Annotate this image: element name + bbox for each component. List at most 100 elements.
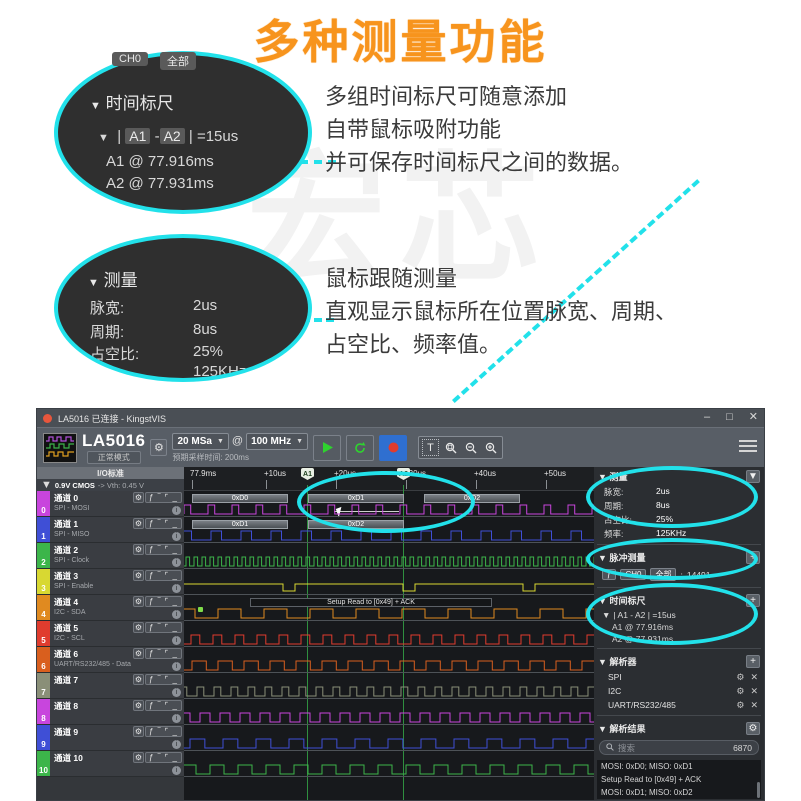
channel-info-icon[interactable]: i [172, 714, 181, 723]
zoom-out-icon[interactable] [462, 439, 479, 456]
stop-button[interactable] [379, 434, 408, 461]
maximize-button[interactable]: □ [726, 411, 733, 423]
pulse-scope-chip[interactable]: 全部 [650, 568, 677, 581]
channel-info-icon[interactable]: i [172, 766, 181, 775]
cursor-a1-chip[interactable]: A1 [125, 128, 151, 144]
decoder-item[interactable]: UART/RS232/485 ⚙ ✕ [594, 698, 764, 712]
channel-trigger-icons[interactable]: ƒ ‾ ⌜ _ [145, 648, 182, 659]
pulse-channel-chip[interactable]: CH0 [620, 569, 647, 580]
text-marker-icon[interactable]: T [422, 439, 440, 456]
callout-chip-all[interactable]: 全部 [160, 52, 196, 70]
cursor-a2-chip[interactable]: A2 [159, 128, 185, 144]
minimize-button[interactable]: – [704, 411, 711, 423]
results-list[interactable]: MOSI: 0xD0; MISO: 0xD1 Setup Read to [0x… [597, 760, 761, 799]
expand-triangle-icon[interactable]: ▼ [98, 132, 109, 144]
decoder-item[interactable]: SPI ⚙ ✕ [594, 670, 764, 684]
pulse-measure-section-header[interactable]: ▼ 脉冲测量 + [594, 548, 764, 566]
decoder-remove-icon[interactable]: ✕ [750, 699, 758, 710]
loop-run-button[interactable] [346, 434, 375, 461]
add-decoder-button[interactable]: + [746, 655, 760, 668]
channel-settings-gear-icon[interactable]: ⚙ [132, 492, 145, 503]
channel-row-10[interactable]: 10 通道 10 ⚙ ƒ ‾ ⌜ _ i [37, 751, 184, 777]
frequency-select[interactable]: 100 MHz ▼ [246, 432, 309, 450]
zoom-fit-icon[interactable] [442, 439, 459, 456]
device-mode[interactable]: 正常模式 [86, 451, 141, 464]
add-pulse-measure-button[interactable]: + [746, 551, 760, 564]
sample-rate-select[interactable]: 20 MSa ▼ [172, 432, 229, 450]
collapse-triangle-icon[interactable]: ▼ [88, 277, 99, 289]
decoder-gear-icon[interactable]: ⚙ [736, 671, 745, 682]
channel-info-icon[interactable]: i [172, 610, 181, 619]
channel-trigger-icons[interactable]: ƒ ‾ ⌜ _ [145, 570, 182, 581]
channel-row-2[interactable]: 2 通道 2 SPI - Clock ⚙ ƒ ‾ ⌜ _ i [37, 543, 184, 569]
channel-row-4[interactable]: 4 通道 4 I2C - SDA ⚙ ƒ ‾ ⌜ _ i [37, 595, 184, 621]
channel-row-8[interactable]: 8 通道 8 ⚙ ƒ ‾ ⌜ _ i [37, 699, 184, 725]
result-row[interactable]: Setup Read to [0x49] + ACK [601, 775, 702, 784]
channel-settings-gear-icon[interactable]: ⚙ [132, 648, 145, 659]
channel-info-icon[interactable]: i [172, 662, 181, 671]
close-button[interactable]: ✕ [748, 411, 758, 423]
channel-settings-gear-icon[interactable]: ⚙ [132, 622, 145, 633]
results-search-bar[interactable]: 搜索 6870 [599, 740, 759, 755]
channel-trigger-icons[interactable]: ƒ ‾ ⌜ _ [145, 518, 182, 529]
channel-row-5[interactable]: 5 通道 5 I2C - SCL ⚙ ƒ ‾ ⌜ _ i [37, 621, 184, 647]
measure-section-header[interactable]: ▼ 测量 ▼ [594, 467, 764, 485]
channel-row-3[interactable]: 3 通道 3 SPI - Enable ⚙ ƒ ‾ ⌜ _ i [37, 569, 184, 595]
channel-info-icon[interactable]: i [172, 532, 181, 541]
channel-settings-gear-icon[interactable]: ⚙ [132, 518, 145, 529]
channel-info-icon[interactable]: i [172, 558, 181, 567]
spi-mosi-byte[interactable]: 0xD1 [308, 494, 404, 503]
results-settings-gear-icon[interactable]: ⚙ [746, 722, 760, 735]
channel-info-icon[interactable]: i [172, 506, 181, 515]
channel-info-icon[interactable]: i [172, 688, 181, 697]
time-cursor-section-header[interactable]: ▼ 时间标尺 + [594, 591, 764, 609]
cursor-flag-a1[interactable]: A1 [301, 468, 314, 480]
cursor-flag-a2[interactable]: A2 [397, 468, 410, 480]
io-standard-header[interactable]: I/O标准 [37, 467, 184, 479]
zoom-in-icon[interactable] [482, 439, 499, 456]
decoder-gear-icon[interactable]: ⚙ [736, 685, 745, 696]
channel-settings-gear-icon[interactable]: ⚙ [132, 726, 145, 737]
channel-row-0[interactable]: 0 通道 0 SPI - MOSI ⚙ ƒ ‾ ⌜ _ i [37, 491, 184, 517]
pulse-measure-row[interactable]: ƒ CH0 全部 : 14491 [594, 566, 764, 584]
result-row[interactable]: MOSI: 0xD1; MISO: 0xD2 [601, 788, 693, 797]
channel-settings-gear-icon[interactable]: ⚙ [132, 544, 145, 555]
channel-row-9[interactable]: 9 通道 9 ⚙ ƒ ‾ ⌜ _ i [37, 725, 184, 751]
function-icon[interactable]: ƒ [602, 569, 617, 580]
channel-settings-gear-icon[interactable]: ⚙ [132, 596, 145, 607]
channel-settings-gear-icon[interactable]: ⚙ [132, 752, 145, 763]
device-settings-gear-icon[interactable]: ⚙ [150, 439, 168, 456]
menu-hamburger-icon[interactable] [739, 437, 757, 455]
cursor-line-a2[interactable] [403, 485, 404, 800]
channel-info-icon[interactable]: i [172, 584, 181, 593]
run-button[interactable] [313, 434, 342, 461]
channel-row-7[interactable]: 7 通道 7 ⚙ ƒ ‾ ⌜ _ i [37, 673, 184, 699]
decoder-item[interactable]: I2C ⚙ ✕ [594, 684, 764, 698]
decoder-section-header[interactable]: ▼ 解析器 + [594, 652, 764, 670]
channel-settings-gear-icon[interactable]: ⚙ [132, 700, 145, 711]
collapse-triangle-icon[interactable]: ▼ [90, 100, 101, 112]
channel-info-icon[interactable]: i [172, 636, 181, 645]
add-time-cursor-button[interactable]: + [746, 594, 760, 607]
channel-trigger-icons[interactable]: ƒ ‾ ⌜ _ [145, 726, 182, 737]
spi-miso-byte[interactable]: 0xD2 [308, 520, 404, 529]
channel-row-6[interactable]: 6 通道 6 UART/RS232/485 - Data ⚙ ƒ ‾ ⌜ _ i [37, 647, 184, 673]
channel-settings-gear-icon[interactable]: ⚙ [132, 674, 145, 685]
time-cursor-expr-row[interactable]: ▼ | A1 - A2 | =15us [594, 609, 764, 621]
decoder-gear-icon[interactable]: ⚙ [736, 699, 745, 710]
i2c-annotation[interactable]: Setup Read to [0x49] + ACK [250, 598, 492, 607]
cursor-line-a1[interactable] [307, 485, 308, 800]
result-row[interactable]: MOSI: 0xD0; MISO: 0xD1 [601, 762, 693, 771]
callout-chip-ch0[interactable]: CH0 [112, 52, 149, 66]
spi-mosi-byte[interactable]: 0xD0 [192, 494, 288, 503]
pin-icon[interactable]: ▼ [746, 470, 760, 483]
spi-miso-byte[interactable]: 0xD1 [192, 520, 288, 529]
channel-row-1[interactable]: 1 通道 1 SPI - MISO ⚙ ƒ ‾ ⌜ _ i [37, 517, 184, 543]
voltage-threshold-row[interactable]: ▼ 0.9V CMOS -> Vth: 0.45 V [37, 479, 184, 491]
channel-trigger-icons[interactable]: ƒ ‾ ⌜ _ [145, 752, 182, 763]
decoder-remove-icon[interactable]: ✕ [750, 685, 758, 696]
channel-trigger-icons[interactable]: ƒ ‾ ⌜ _ [145, 622, 182, 633]
channel-trigger-icons[interactable]: ƒ ‾ ⌜ _ [145, 492, 182, 503]
waveform-panel[interactable]: 77.9ms +10us +20us +30us +40us +50us A1 … [184, 467, 594, 800]
channel-settings-gear-icon[interactable]: ⚙ [132, 570, 145, 581]
